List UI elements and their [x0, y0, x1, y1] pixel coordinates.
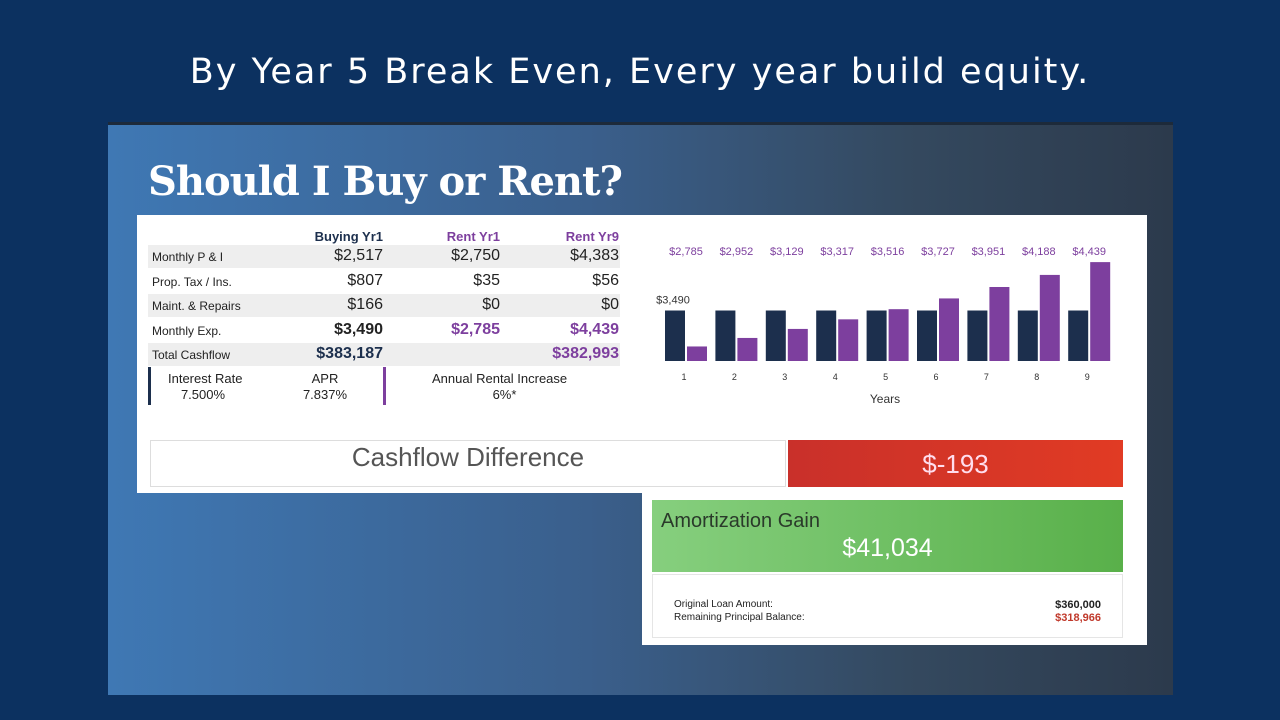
rate-value: 6%*	[492, 387, 517, 402]
row-label: Monthly P & I	[152, 250, 224, 264]
cell: $382,993	[552, 345, 619, 362]
x-tick-label: 3	[782, 372, 787, 382]
cashflow-label: Cashflow Difference	[351, 442, 585, 472]
rate-label: Annual Rental Increase	[432, 371, 568, 386]
cell: $166	[347, 296, 383, 313]
x-tick-label: 4	[833, 372, 838, 382]
detail-value: $360,000	[1055, 599, 1101, 611]
bar	[888, 309, 909, 361]
bar	[866, 310, 887, 361]
cell: $2,785	[451, 320, 500, 338]
x-tick-label: 8	[1034, 372, 1039, 382]
cell: $383,187	[316, 345, 383, 362]
cell: $2,517	[334, 247, 383, 264]
bar	[816, 310, 837, 361]
bar	[989, 286, 1010, 361]
value-label: $4,188	[1022, 246, 1056, 258]
bar	[665, 310, 685, 361]
rate-value: 7.500%	[180, 387, 226, 402]
row-band	[148, 294, 620, 317]
x-tick-label: 1	[681, 372, 686, 382]
bar	[967, 310, 988, 361]
x-axis-label: Years	[870, 392, 900, 406]
rate-label: APR	[311, 371, 339, 386]
cell: $807	[347, 271, 383, 289]
cell: $35	[473, 271, 500, 289]
x-tick-label: 7	[984, 372, 989, 382]
cell: $56	[592, 271, 619, 289]
cashflow-box	[150, 440, 786, 487]
bar	[939, 298, 959, 361]
bar	[1017, 310, 1038, 361]
bar	[715, 310, 736, 361]
divider	[148, 367, 151, 405]
bar	[737, 337, 758, 361]
x-tick-label: 5	[883, 372, 888, 382]
value-label: $2,785	[669, 246, 703, 258]
value-label: $3,516	[871, 246, 905, 258]
rate-value: 7.837%	[302, 387, 348, 402]
cell: $4,439	[570, 320, 619, 338]
value-label: $4,439	[1072, 246, 1106, 258]
value-label: $3,317	[820, 246, 854, 258]
cell: $4,383	[570, 247, 619, 264]
cell: $2,750	[451, 247, 500, 264]
value-label: $2,952	[720, 246, 754, 258]
row-band	[148, 245, 620, 268]
detail-value: $318,966	[1055, 612, 1101, 624]
cashflow-value-box	[788, 440, 1123, 487]
x-tick-label: 2	[732, 372, 737, 382]
bar	[787, 328, 808, 361]
amortization-box	[652, 500, 1123, 572]
page-title: By Year 5 Break Even, Every year build e…	[189, 52, 1091, 92]
value-label: $3,727	[921, 246, 955, 258]
row-label: Monthly Exp.	[152, 323, 222, 338]
detail-label: Original Loan Amount:	[674, 599, 773, 610]
column-header: Buying Yr1	[314, 229, 383, 244]
amortization-value: $41,034	[842, 534, 933, 562]
row-label: Total Cashflow	[152, 348, 231, 362]
cell: $3,490	[334, 320, 383, 338]
row-label: Maint. & Repairs	[152, 299, 241, 313]
bar	[917, 310, 937, 361]
bar	[838, 319, 859, 361]
bar	[1090, 262, 1111, 361]
value-label: $3,951	[972, 246, 1006, 258]
cashflow-value: $-193	[922, 449, 989, 479]
column-header: Rent Yr1	[446, 229, 500, 244]
bar	[687, 346, 707, 361]
column-header: Rent Yr9	[565, 229, 619, 244]
value-label: $3,490	[656, 295, 690, 307]
bar	[1039, 274, 1060, 361]
bar	[1068, 310, 1089, 361]
cell: $0	[601, 296, 619, 313]
divider	[383, 367, 386, 405]
detail-label: Remaining Principal Balance:	[674, 612, 805, 623]
details-box	[652, 574, 1123, 638]
cell: $0	[482, 296, 500, 313]
rate-label: Interest Rate	[168, 371, 243, 386]
row-label: Prop. Tax / Ins.	[152, 274, 232, 289]
bar	[765, 310, 786, 361]
value-label: $3,129	[770, 246, 804, 258]
x-tick-label: 6	[933, 372, 938, 382]
amortization-label: Amortization Gain	[661, 510, 820, 532]
slide-title: Should I Buy or Rent?	[148, 158, 623, 205]
row-band	[148, 343, 620, 366]
x-tick-label: 9	[1085, 372, 1090, 382]
